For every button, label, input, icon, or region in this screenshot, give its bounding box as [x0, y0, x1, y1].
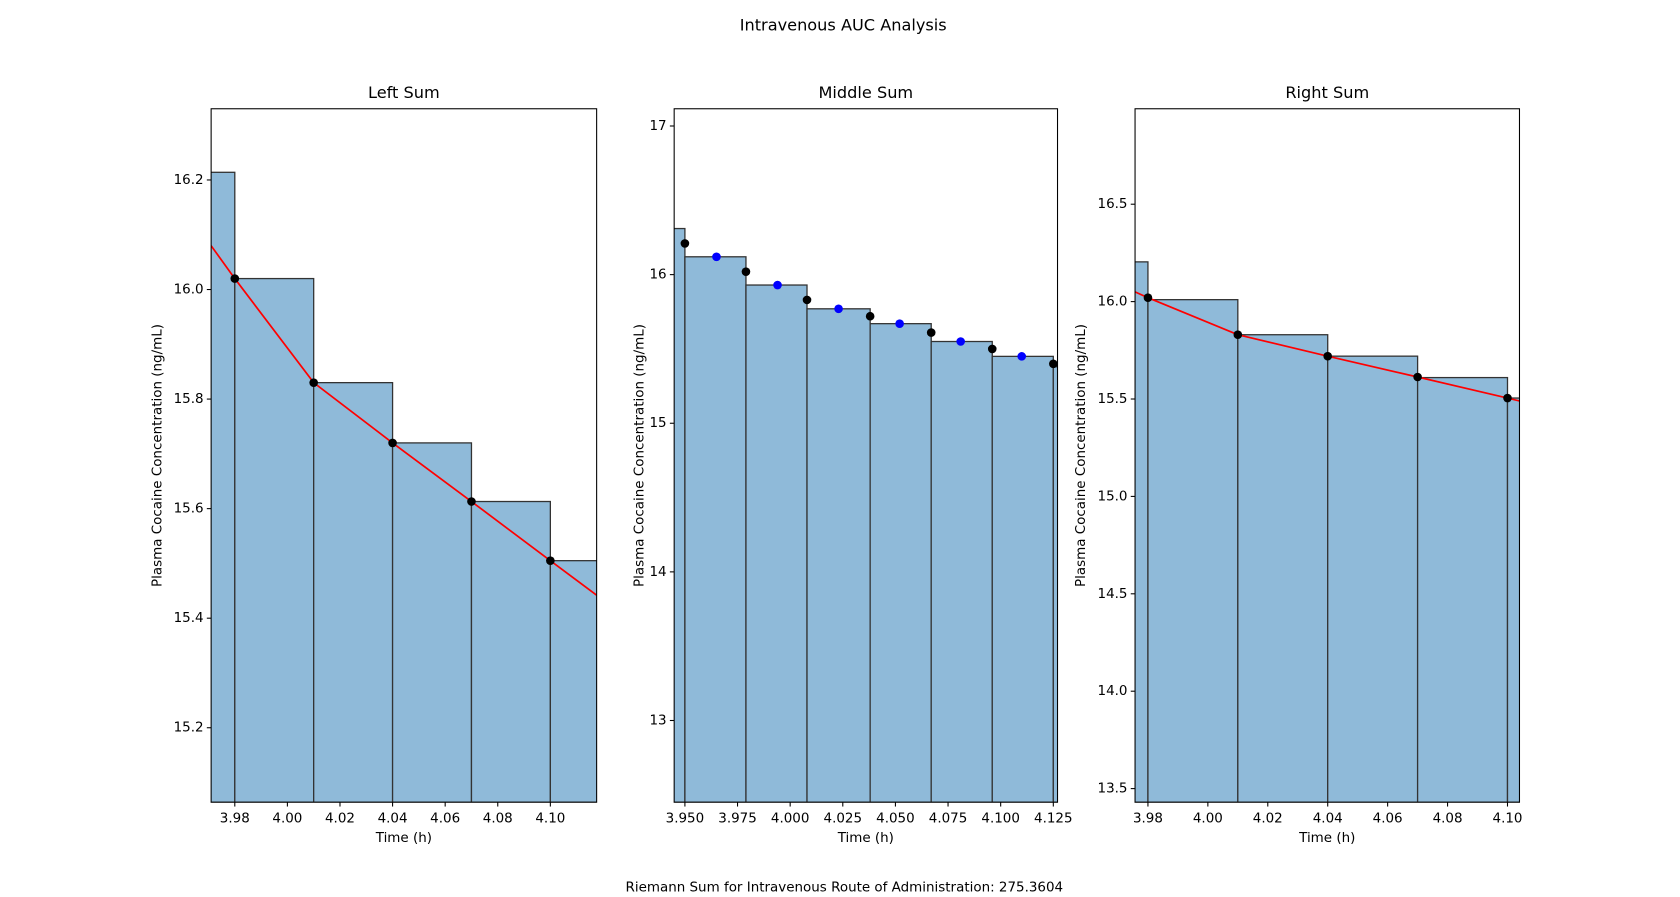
y-tick-label: 15.0 [1098, 489, 1128, 504]
bar [869, 323, 932, 803]
bar [1052, 366, 1058, 803]
x-tick-label: 4.075 [929, 811, 968, 826]
plot-area [1135, 261, 1520, 803]
x-tick-label: 4.10 [535, 811, 565, 826]
bar [549, 560, 597, 803]
x-tick-label: 4.04 [378, 811, 408, 826]
x-tick-label: 4.10 [1493, 811, 1523, 826]
x-tick-label: 4.025 [824, 811, 863, 826]
x-tick-label: 4.125 [1034, 811, 1073, 826]
sample-point [1413, 372, 1422, 382]
x-tick-label: 4.04 [1313, 811, 1343, 826]
x-tick-label: 3.98 [1133, 811, 1163, 826]
sample-point [467, 497, 476, 506]
x-axis-label: Time (h) [837, 831, 894, 846]
sample-point [956, 337, 965, 346]
y-tick-label: 16.0 [174, 283, 204, 298]
axes-title: Right Sum [1285, 83, 1369, 102]
y-tick-label: 13 [650, 713, 667, 728]
sample-point [773, 280, 782, 290]
x-tick-label: 4.06 [1373, 811, 1403, 826]
bar [234, 277, 315, 803]
axes-frame [673, 108, 1059, 803]
plot-area [211, 171, 597, 803]
x-tick-label: 3.98 [220, 811, 250, 826]
x-tick-label: 4.00 [272, 811, 302, 826]
sample-point [741, 267, 751, 276]
x-tick-label: 4.02 [325, 811, 355, 826]
y-axis-label: Plasma Cocaine Concentration (ng/mL) [150, 324, 165, 587]
x-tick-label: 4.000 [771, 811, 810, 826]
sample-point [926, 328, 936, 337]
y-tick-label: 15.8 [174, 392, 204, 407]
sample-point [865, 311, 875, 321]
bar [313, 381, 394, 803]
y-axis-label: Plasma Cocaine Concentration (ng/mL) [1074, 324, 1089, 587]
bar [684, 256, 747, 803]
sample-point [1049, 359, 1058, 369]
sample-point [1503, 393, 1512, 403]
bar [470, 500, 552, 803]
x-tick-label: 3.950 [666, 811, 705, 826]
sample-point [1017, 352, 1027, 361]
y-axis-label: Plasma Cocaine Concentration (ng/mL) [633, 324, 648, 587]
y-tick-label: 16 [650, 268, 667, 283]
bar [1327, 355, 1419, 803]
y-tick-label: 14.5 [1098, 587, 1128, 602]
y-tick-label: 15.5 [1098, 392, 1128, 407]
x-axis-label: Time (h) [1298, 831, 1355, 846]
y-tick-label: 16.2 [174, 173, 204, 188]
x-axis-label: Time (h) [375, 831, 432, 846]
y-tick-label: 15.2 [174, 721, 204, 736]
bar [1506, 397, 1520, 803]
sample-point [712, 252, 721, 262]
bar [1147, 299, 1239, 803]
bar [806, 308, 871, 803]
y-tick-label: 15.6 [174, 502, 204, 517]
sample-point [802, 295, 812, 305]
y-tick-label: 14.0 [1098, 684, 1128, 699]
x-tick-label: 4.100 [981, 811, 1020, 826]
y-tick-label: 13.5 [1098, 782, 1128, 797]
x-tick-label: 4.08 [1433, 811, 1463, 826]
y-tick-label: 15 [650, 416, 667, 431]
figure-title: Intravenous AUC Analysis [740, 15, 947, 34]
sample-point [895, 319, 904, 328]
sample-point [680, 239, 690, 248]
x-tick-label: 4.08 [483, 811, 513, 826]
sample-point [230, 274, 240, 283]
bar [391, 442, 473, 803]
plot-area [674, 227, 1058, 803]
footer-note: Riemann Sum for Intravenous Route of Adm… [625, 880, 1063, 895]
sample-point [1143, 293, 1153, 303]
sample-point [388, 438, 397, 448]
bar [930, 340, 993, 803]
axes-title: Middle Sum [819, 83, 914, 102]
x-tick-label: 4.050 [876, 811, 915, 826]
sample-point [1323, 351, 1333, 361]
bar [1416, 376, 1509, 803]
x-tick-label: 4.02 [1253, 811, 1283, 826]
sample-point [546, 556, 555, 565]
x-tick-label: 4.06 [430, 811, 460, 826]
axes-title: Left Sum [368, 83, 440, 102]
sample-point [834, 304, 843, 314]
sample-point [987, 344, 997, 354]
y-tick-label: 17 [650, 119, 667, 134]
y-tick-label: 14 [650, 565, 667, 580]
x-tick-label: 4.00 [1193, 811, 1223, 826]
sample-point [309, 378, 318, 387]
bar [991, 355, 1054, 803]
x-tick-label: 3.975 [718, 811, 757, 826]
y-tick-label: 16.5 [1098, 197, 1128, 212]
y-tick-label: 16.0 [1098, 295, 1128, 310]
bar [1237, 334, 1329, 803]
y-tick-label: 15.4 [174, 611, 204, 626]
axes-frame [210, 108, 598, 803]
sample-point [1233, 330, 1243, 340]
bar [745, 284, 808, 803]
